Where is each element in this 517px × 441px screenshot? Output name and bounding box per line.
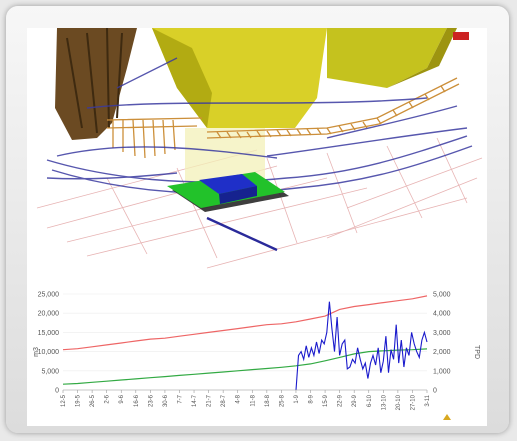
x-tick-label: 29-9: [352, 394, 358, 407]
y-left-tick-label: 0: [55, 388, 59, 395]
x-tick-label: 22-9: [338, 394, 344, 407]
chart-gridlines: [63, 293, 427, 391]
x-tick-label: 18-8: [265, 394, 271, 407]
series-line-0: [62, 295, 428, 351]
x-tick-label: 1-9: [294, 394, 300, 403]
series-line-1: [62, 348, 428, 385]
y-left-tick-label: 20,000: [38, 311, 60, 318]
rock-mass: [55, 28, 137, 140]
x-tick-label: 27-10: [410, 394, 416, 410]
warning-icon: [443, 414, 451, 420]
x-tick-label: 3-11: [425, 394, 431, 406]
x-tick-label: 25-8: [279, 394, 285, 407]
blue-drive: [206, 216, 278, 252]
viewer-panel: 0 5,000 10,000 15,000 20,000 25,000 0 1,000 2,0…: [27, 28, 487, 426]
x-tick-label: 6-10: [367, 394, 373, 407]
x-tick-label: 15-9: [323, 394, 329, 407]
x-tick-label: 4-8: [236, 394, 242, 403]
x-tick-label: 21-7: [207, 394, 213, 407]
x-tick-label: 16-6: [134, 394, 140, 407]
x-tick-label: 14-7: [192, 394, 198, 407]
x-tick-label: 20-10: [396, 394, 402, 410]
timber-lattice: [106, 77, 460, 159]
chart-series: [62, 295, 428, 391]
y-right-tick-label: 0: [433, 388, 437, 395]
y-right-tick-label: 5,000: [433, 292, 451, 299]
x-tick-label: 7-7: [177, 394, 183, 403]
y-axis-right-label: TPD: [473, 345, 480, 359]
x-tick-label: 19-5: [76, 394, 82, 407]
x-tick-label: 30-6: [163, 394, 169, 407]
x-tick-label: 23-6: [148, 394, 154, 407]
y-left-tick-label: 25,000: [38, 292, 60, 299]
series-line-2: [295, 301, 428, 391]
mine-3d-view[interactable]: [27, 28, 487, 286]
y-left-tick-label: 5,000: [41, 368, 59, 375]
y-axis-left-label: m3: [33, 347, 40, 357]
y-left-tick-label: 10,000: [38, 349, 60, 356]
x-tick-label: 2-6: [105, 394, 111, 403]
y-axis-right: 0 1,000 2,000 3,000 4,000 5,000: [433, 292, 451, 395]
x-tick-label: 26-5: [90, 394, 96, 407]
y-right-tick-label: 2,000: [433, 349, 451, 356]
x-axis: 12-5 19-5 26-5 2-6 9-6 16-6 23-6 30-6 7-7 14-7 21-…: [61, 389, 431, 410]
x-tick-label: 12-5: [61, 394, 67, 407]
x-tick-label: 9-6: [119, 394, 125, 403]
x-tick-label: 11-8: [250, 394, 256, 406]
production-chart: 0 5,000 10,000 15,000 20,000 25,000 0 1,000 2,0…: [33, 292, 480, 420]
y-right-tick-label: 4,000: [433, 311, 451, 318]
y-axis-left: 0 5,000 10,000 15,000 20,000 25,000: [38, 292, 60, 395]
y-left-tick-label: 15,000: [38, 330, 60, 337]
x-tick-label: 28-7: [221, 394, 227, 407]
x-tick-label: 13-10: [381, 394, 387, 410]
wireframe-grid: [36, 137, 483, 269]
y-right-tick-label: 3,000: [433, 330, 451, 337]
viewer-frame: 0 5,000 10,000 15,000 20,000 25,000 0 1,000 2,0…: [6, 6, 509, 433]
yellow-stope-right: [327, 28, 447, 88]
tunnel-lines: [46, 57, 473, 194]
blue-block: [199, 174, 257, 194]
x-tick-label: 8-9: [309, 394, 315, 403]
marker: [453, 32, 469, 40]
y-right-tick-label: 1,000: [433, 368, 451, 375]
